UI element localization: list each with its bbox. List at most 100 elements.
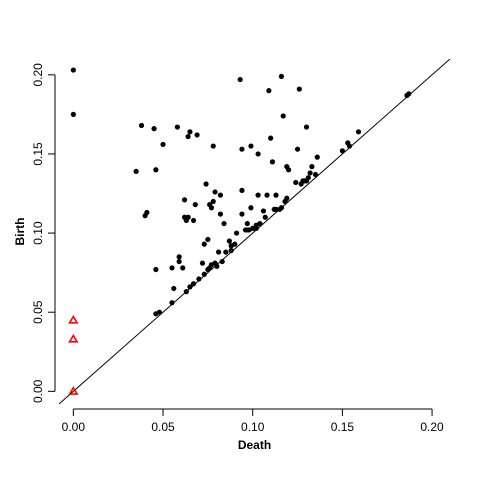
data-point (260, 208, 267, 214)
data-point (160, 141, 166, 148)
data-point (185, 133, 191, 140)
data-point (309, 164, 315, 170)
data-point (221, 220, 227, 227)
data-point (156, 309, 163, 315)
data-point (268, 135, 274, 141)
data-point (203, 181, 209, 187)
data-point (294, 146, 301, 152)
data-point (314, 154, 320, 160)
data-point (232, 241, 238, 247)
data-point (244, 220, 250, 227)
data-point (303, 124, 310, 130)
triangle-point (68, 314, 79, 324)
data-point (169, 300, 175, 306)
data-point (239, 187, 245, 193)
data-point (262, 214, 268, 220)
data-point (181, 197, 188, 203)
data-point (138, 122, 145, 129)
data-point (212, 189, 218, 195)
data-point (355, 129, 362, 135)
data-point (185, 214, 191, 220)
data-point (257, 220, 263, 227)
data-point (273, 206, 279, 212)
data-point (248, 205, 254, 211)
data-point (187, 284, 193, 290)
data-point (239, 211, 245, 217)
data-point (307, 170, 313, 176)
data-point (190, 281, 197, 287)
data-point (273, 192, 279, 198)
data-point (255, 192, 261, 198)
data-point (133, 168, 139, 174)
data-point (217, 192, 224, 198)
axes-layer: 0.00 0.05 0.10 0.15 0.20 0.00 0.05 0.10 0.15 0.20 (31, 63, 444, 434)
data-point (219, 258, 225, 265)
x-tick-label: 0.15 (331, 420, 355, 434)
data-point (187, 129, 193, 135)
data-point (346, 143, 353, 149)
data-point (176, 258, 182, 265)
x-tick-label: 0.10 (241, 420, 265, 434)
data-point (210, 198, 216, 205)
data-point (151, 126, 157, 132)
data-point (194, 132, 200, 138)
data-point (214, 263, 220, 269)
data-point (248, 143, 254, 149)
data-point (144, 209, 150, 216)
data-point (208, 205, 215, 211)
x-tick-label: 0.20 (420, 420, 444, 434)
data-point (183, 289, 189, 295)
data-point (153, 266, 159, 273)
data-point (280, 113, 286, 119)
points-layer (68, 67, 412, 395)
data-point (216, 249, 222, 255)
data-point (201, 271, 207, 277)
data-point (285, 167, 292, 173)
data-point (223, 249, 229, 255)
data-point (176, 254, 182, 260)
data-point (305, 175, 311, 181)
data-point (70, 111, 76, 117)
data-point (153, 167, 159, 173)
data-point (169, 265, 175, 271)
data-point (180, 265, 186, 271)
x-axis-label: Death (238, 438, 271, 452)
y-tick-label: 0.15 (31, 142, 45, 166)
y-tick-label: 0.20 (31, 63, 45, 87)
data-point (217, 211, 224, 217)
x-tick-label: 0.00 (62, 420, 86, 434)
data-point (199, 260, 206, 266)
data-point (284, 195, 290, 201)
data-point (205, 236, 211, 243)
data-point (278, 73, 285, 80)
data-point (233, 230, 240, 236)
data-point (239, 146, 245, 152)
data-point (192, 201, 198, 208)
triangle-point (68, 333, 79, 343)
data-point (339, 148, 345, 154)
data-point (70, 67, 76, 73)
data-point (228, 247, 234, 254)
data-point (293, 179, 299, 186)
data-point (226, 238, 232, 244)
data-point (406, 91, 412, 97)
data-point (210, 143, 216, 149)
data-point (237, 76, 243, 83)
data-point (174, 124, 180, 130)
data-point (201, 241, 207, 247)
data-point (278, 205, 285, 211)
data-point (269, 159, 276, 165)
data-point (171, 285, 177, 292)
y-tick-label: 0.10 (31, 221, 45, 245)
diagonal-line (59, 59, 450, 404)
data-point (264, 192, 270, 198)
y-axis-label: Birth (13, 218, 27, 246)
data-point (190, 217, 197, 224)
triangle-point (68, 386, 79, 395)
y-tick-label: 0.00 (31, 379, 45, 403)
data-point (255, 151, 261, 157)
data-point (312, 171, 319, 178)
data-point (266, 88, 272, 94)
